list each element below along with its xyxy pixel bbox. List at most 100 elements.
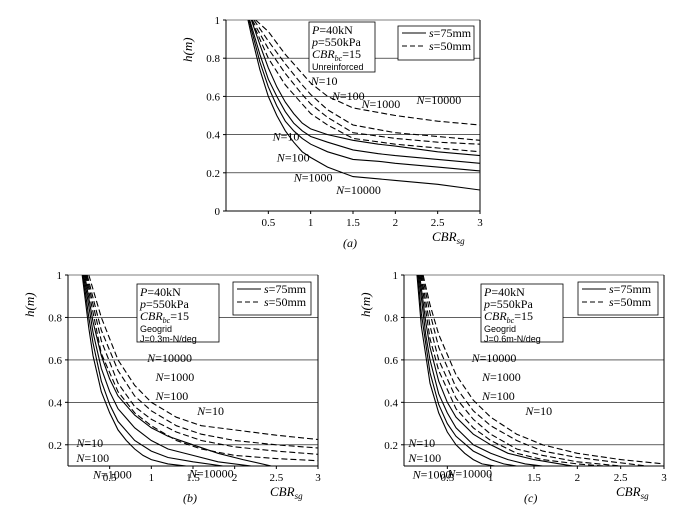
- series-line-dashed-n-10000: [84, 275, 318, 462]
- legend-label: s=75mm: [429, 26, 472, 40]
- info-text: p=550kPa: [483, 297, 533, 311]
- y-tick-label: 1: [57, 270, 63, 282]
- x-tick-label: 2: [393, 217, 399, 229]
- legend-label: s=50mm: [429, 39, 472, 53]
- curve-label: N=10000: [471, 351, 517, 365]
- x-tick-label: 1: [149, 472, 155, 484]
- curve-label: N=100: [75, 451, 109, 465]
- y-tick-label: 0.4: [48, 397, 62, 409]
- x-tick-label: 2.5: [431, 217, 445, 229]
- x-tick-label: 0.5: [261, 217, 275, 229]
- y-tick-label: 0.2: [48, 440, 62, 452]
- y-tick-label: 1: [215, 15, 221, 27]
- chart-panel-c: 0.2 0.4 0.6 0.8 1 0.5 1 1.5 2 2.5 3 h(m) CBRsg (c) N=1…: [358, 270, 667, 505]
- legend-label: s=50mm: [264, 295, 307, 309]
- panel-label: (a): [343, 236, 357, 250]
- curve-label: N=100: [481, 389, 515, 403]
- panel-label: (c): [524, 491, 537, 505]
- y-tick-label: 0: [215, 206, 221, 218]
- series-line-dashed-n-1000: [85, 275, 318, 455]
- curve-label: N=10: [310, 74, 338, 88]
- curve-label: N=1000: [481, 370, 521, 384]
- x-tick-label: 2: [232, 472, 238, 484]
- info-text: CBRbc=15: [484, 309, 533, 325]
- x-tick-label: 3: [477, 217, 483, 229]
- x-axis-label: CBRsg: [432, 229, 465, 246]
- series-line-solid-n-10: [84, 275, 272, 466]
- info-text: J=0.3m-N/deg: [140, 334, 197, 344]
- info-text: P=40kN: [139, 285, 181, 299]
- y-tick-label: 0.2: [384, 440, 398, 452]
- curve-label: N=10000: [446, 467, 492, 481]
- y-tick-label: 0.6: [384, 355, 398, 367]
- curve-label: N=1000: [293, 170, 333, 184]
- y-tick-label: 0.8: [48, 312, 62, 324]
- info-text: CBRbc=15: [312, 47, 361, 63]
- series-line-dashed-n-10000: [250, 20, 480, 153]
- series-line-dashed-n-100: [86, 275, 318, 449]
- x-tick-label: 1.5: [186, 472, 200, 484]
- curve-label: N=100: [407, 451, 441, 465]
- x-tick-label: 2.5: [269, 472, 283, 484]
- y-axis-label: h(m): [358, 292, 373, 317]
- x-axis-label: CBRsg: [270, 484, 303, 501]
- y-axis-label: h(m): [180, 37, 195, 62]
- series-line-solid-n-10000: [247, 20, 480, 191]
- info-box: [136, 283, 220, 343]
- info-text: Unreinforced: [312, 62, 364, 72]
- series-line-solid-n-100: [83, 275, 252, 466]
- series-line-solid-n-1000: [417, 275, 517, 466]
- x-tick-label: 2: [575, 472, 581, 484]
- x-tick-label: 1: [308, 217, 314, 229]
- info-text: Geogrid: [140, 324, 172, 334]
- x-axis-label: CBRsg: [616, 484, 649, 501]
- series-line-dashed-n-10000: [419, 275, 604, 466]
- series-line-solid-n-10: [419, 275, 574, 466]
- info-text: CBRbc=15: [140, 309, 189, 325]
- info-text: J=0.6m-N/deg: [484, 334, 541, 344]
- series-line-solid-n-100: [418, 275, 543, 466]
- legend-label: s=50mm: [609, 295, 652, 309]
- legend-box: [397, 25, 475, 61]
- series-line-solid-n-10000: [81, 275, 187, 466]
- legend-box: [232, 281, 312, 316]
- curve-label: N=10000: [188, 467, 234, 481]
- y-tick-label: 0.6: [48, 355, 62, 367]
- curve-label: N=1000: [155, 370, 195, 384]
- curve-label: N=10000: [146, 351, 192, 365]
- chart-panel-a: 0 0.2 0.4 0.6 0.8 1 0.5 1 1.5 2 2.5 3 h(m) CBRsg (a) N=…: [180, 15, 483, 250]
- curve-label: N=1000: [92, 468, 132, 482]
- y-tick-label: 0.8: [206, 53, 220, 65]
- x-tick-label: 0.5: [103, 472, 117, 484]
- info-text: P=40kN: [483, 285, 525, 299]
- series-line-dashed-n-1000: [251, 20, 480, 145]
- x-tick-label: 1.5: [527, 472, 541, 484]
- info-text: p=550kPa: [311, 35, 361, 49]
- x-tick-label: 0.5: [440, 472, 454, 484]
- info-box: [308, 21, 376, 73]
- info-text: Geogrid: [484, 324, 516, 334]
- curve-label: N=10000: [335, 183, 381, 197]
- curve-label: N=10000: [416, 93, 462, 107]
- curve-label: N=10: [524, 404, 552, 418]
- info-box: [480, 283, 564, 343]
- y-tick-label: 0.4: [384, 397, 398, 409]
- legend-label: s=75mm: [609, 282, 652, 296]
- x-tick-label: 3: [315, 472, 321, 484]
- series-line-dashed-n-100: [421, 275, 647, 466]
- y-tick-label: 1: [393, 270, 399, 282]
- series-line-solid-n-10: [250, 20, 480, 157]
- curve-label: N=10: [75, 436, 103, 450]
- series-line-solid-n-1000: [248, 20, 480, 172]
- curve-label: N=10: [407, 436, 435, 450]
- series-line-dashed-n-1000: [420, 275, 621, 466]
- series-line-dashed-n-100: [253, 20, 480, 141]
- series-line-solid-n-10000: [416, 275, 496, 466]
- curve-label: N=1000: [412, 468, 452, 482]
- y-tick-label: 0.4: [206, 130, 220, 142]
- x-tick-label: 2.5: [614, 472, 628, 484]
- curve-label: N=100: [276, 150, 310, 164]
- x-tick-label: 3: [661, 472, 667, 484]
- legend-label: s=75mm: [264, 282, 307, 296]
- info-text: P=40kN: [311, 23, 353, 37]
